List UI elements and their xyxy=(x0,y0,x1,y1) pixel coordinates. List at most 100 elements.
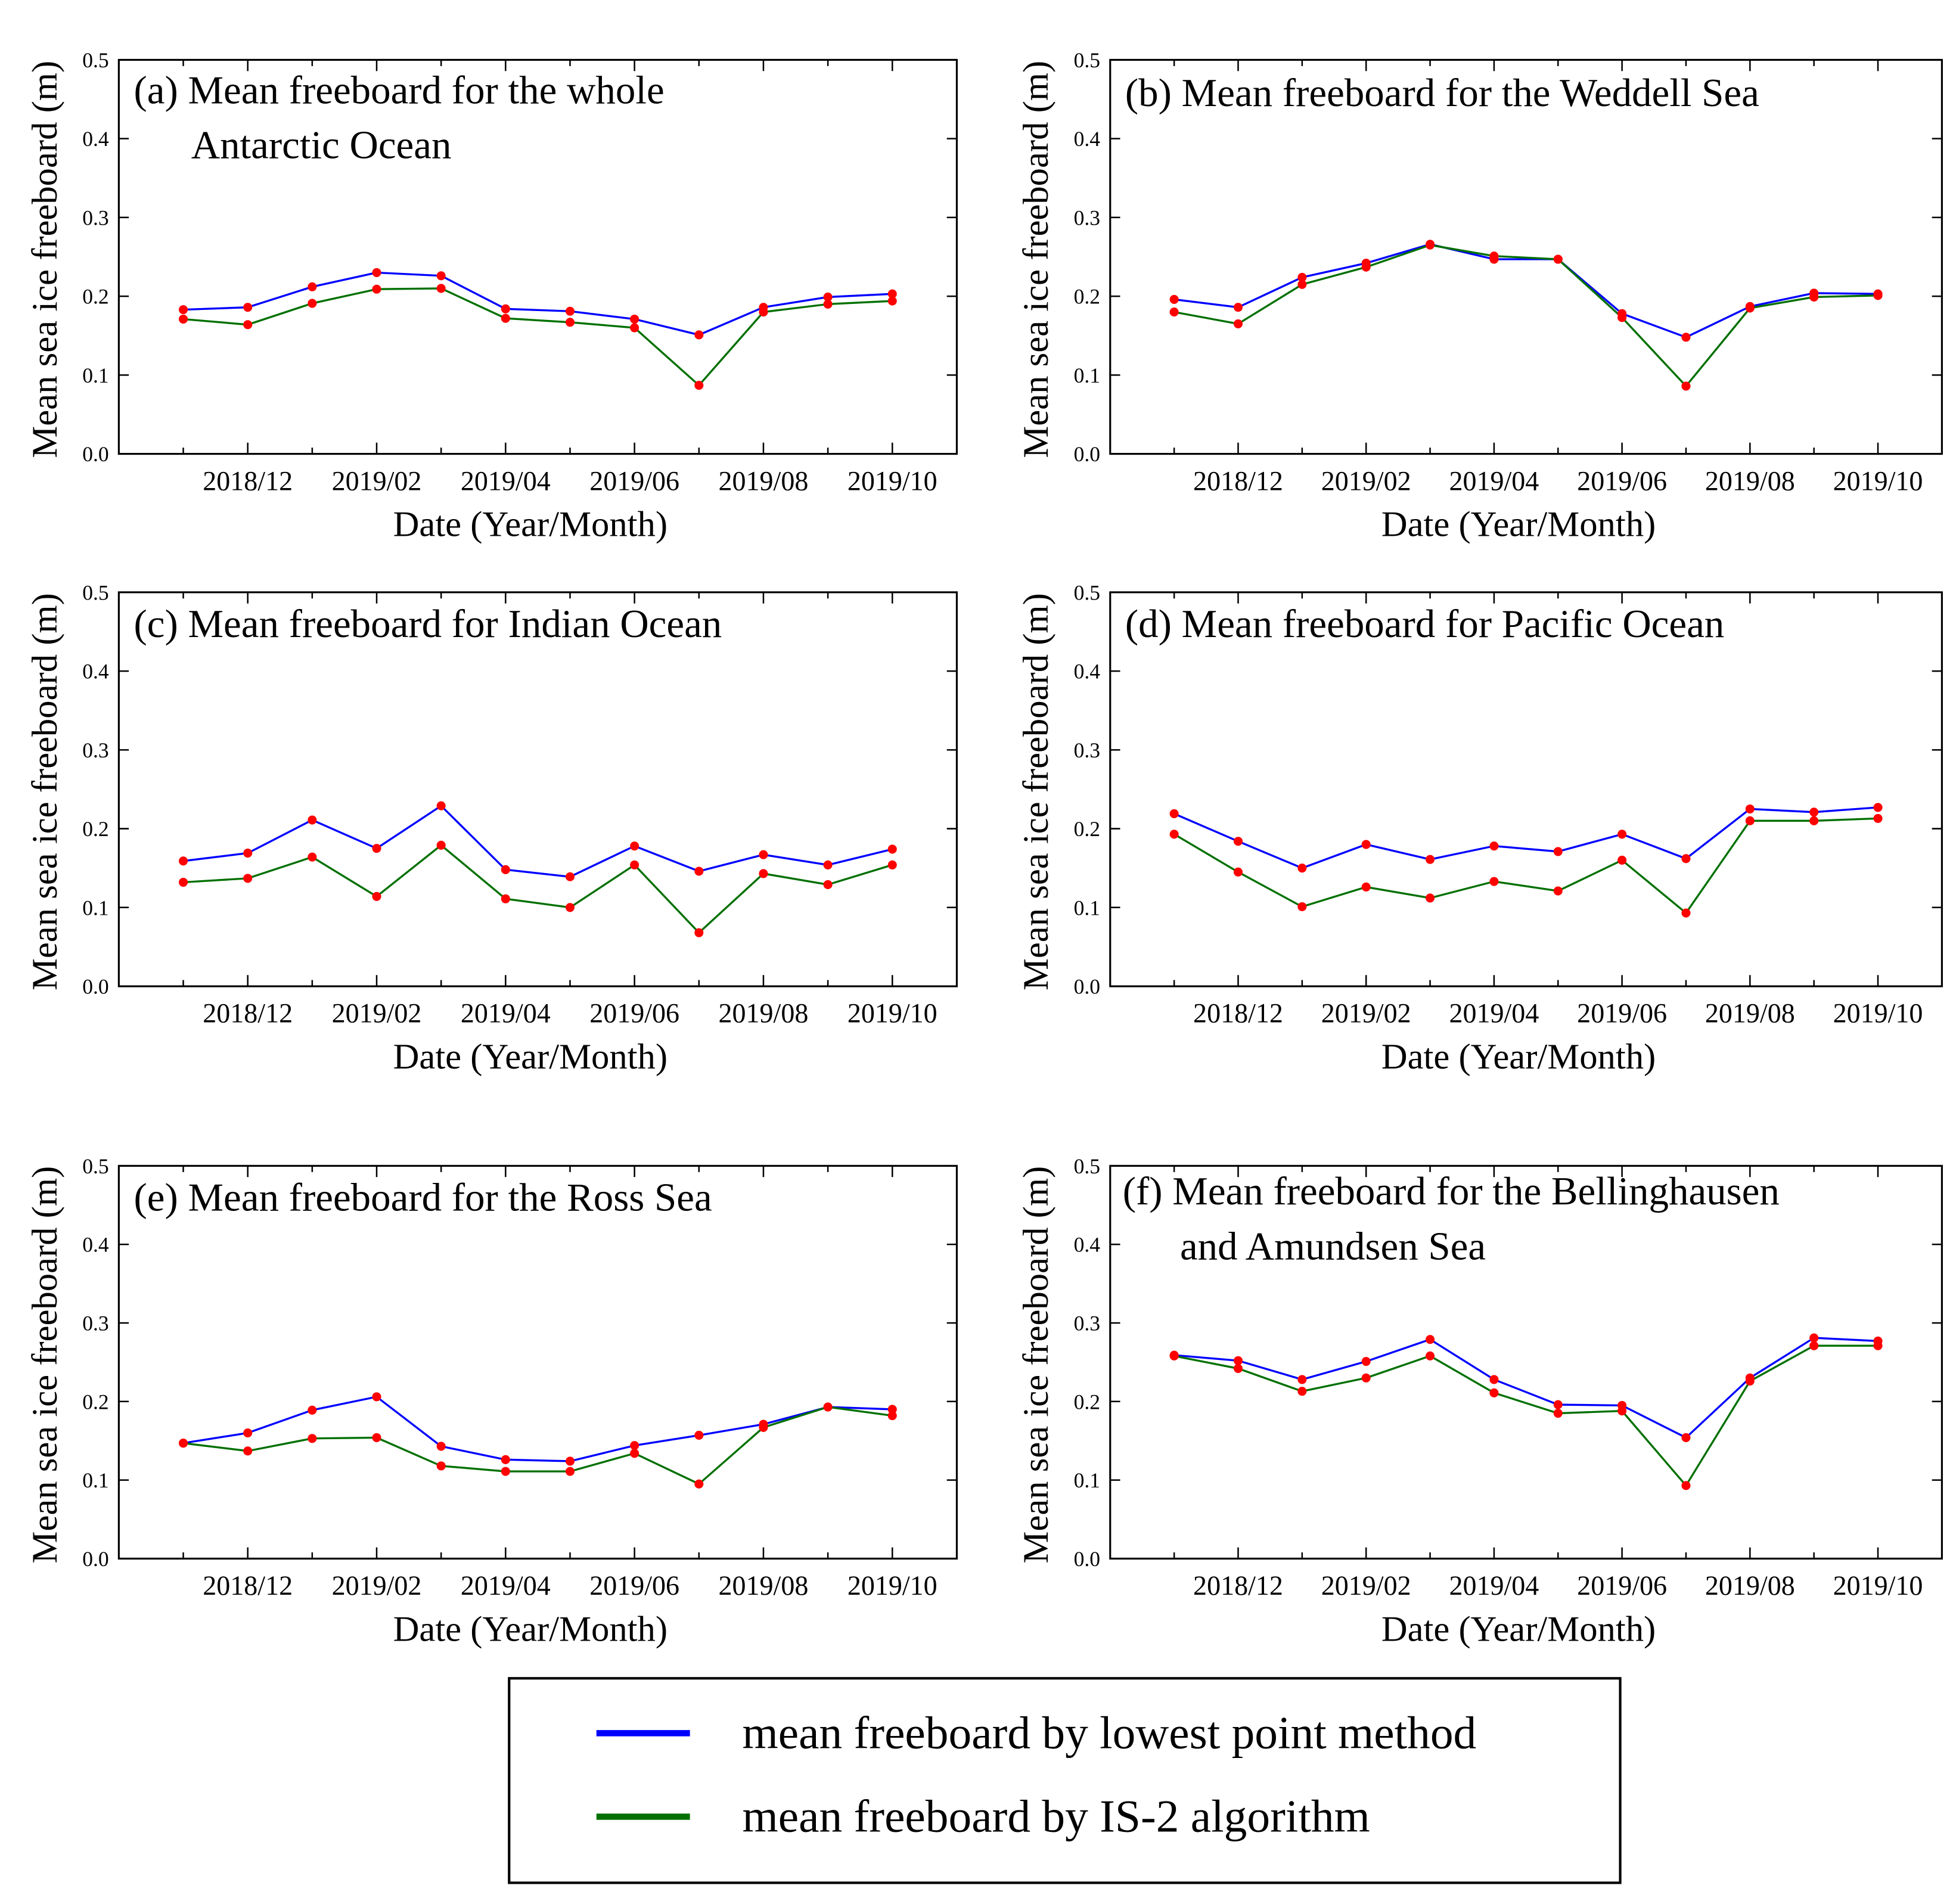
y-tick-label: 0.5 xyxy=(1074,1154,1100,1178)
data-point xyxy=(565,1456,575,1466)
data-point xyxy=(1489,877,1499,886)
data-point xyxy=(630,314,639,324)
series-line xyxy=(1173,1344,1879,1487)
data-point xyxy=(243,1428,253,1438)
x-tick-label: 2019/06 xyxy=(589,1570,679,1601)
y-tick-label: 0.0 xyxy=(1074,975,1100,999)
data-point xyxy=(694,381,704,390)
data-point xyxy=(823,292,833,302)
data-point xyxy=(179,305,188,315)
data-point xyxy=(501,1467,510,1476)
data-point xyxy=(759,850,768,859)
data-point xyxy=(1809,1341,1819,1350)
data-point xyxy=(501,894,510,903)
data-point xyxy=(1361,882,1371,892)
x-tick-label: 2019/08 xyxy=(719,465,809,496)
y-tick-label: 0.0 xyxy=(1074,1547,1100,1571)
x-tick-label: 2019/02 xyxy=(332,1570,422,1601)
data-point xyxy=(565,318,575,327)
data-point xyxy=(887,844,897,854)
data-point xyxy=(630,1441,639,1450)
data-point xyxy=(1809,807,1819,817)
data-point xyxy=(1873,1341,1883,1350)
x-tick-label: 2019/02 xyxy=(332,465,422,496)
data-point xyxy=(694,866,704,876)
x-axis-label: Date (Year/Month) xyxy=(1381,505,1656,545)
x-tick-label: 2018/12 xyxy=(203,1570,293,1601)
y-axis-label: Mean sea ice freeboard (m) xyxy=(1016,61,1056,458)
chart-title: (e) Mean freeboard for the Ross Sea xyxy=(133,1176,712,1220)
series-line xyxy=(183,1396,893,1462)
legend-label: mean freeboard by IS-2 algorithm xyxy=(743,1791,1370,1842)
x-tick-label: 2019/04 xyxy=(1449,1570,1539,1601)
data-point xyxy=(372,268,381,278)
data-point xyxy=(1297,864,1307,873)
data-point xyxy=(1809,292,1819,302)
x-tick-label: 2019/04 xyxy=(461,465,551,496)
data-point xyxy=(501,304,510,313)
data-point xyxy=(1809,1333,1819,1343)
data-point xyxy=(1553,1409,1563,1418)
x-tick-label: 2019/10 xyxy=(847,1570,937,1601)
data-point xyxy=(1361,1357,1371,1366)
data-point xyxy=(694,330,704,340)
data-point xyxy=(759,1422,768,1432)
y-axis-label: Mean sea ice freeboard (m) xyxy=(25,593,65,990)
data-point xyxy=(694,928,704,937)
x-tick-label: 2018/12 xyxy=(1193,998,1283,1029)
y-tick-label: 0.1 xyxy=(1074,364,1100,387)
data-point xyxy=(243,849,253,858)
series-line xyxy=(1173,244,1879,388)
data-point xyxy=(565,903,575,912)
data-point xyxy=(179,1439,188,1448)
x-tick-label: 2019/02 xyxy=(1321,1570,1411,1601)
data-point xyxy=(243,303,253,312)
data-point xyxy=(1169,1351,1179,1361)
plot-frame xyxy=(117,1164,958,1560)
data-point xyxy=(436,284,446,293)
chart-panel: 0.0 0.1 0.2 0.3 0.4 0.5 2018/12 2019/02 2019/04 2… xyxy=(25,48,958,545)
plot-frame xyxy=(1109,591,1943,987)
data-point xyxy=(243,1446,253,1456)
y-tick-label: 0.5 xyxy=(1074,48,1100,72)
series-line xyxy=(183,271,893,336)
data-point xyxy=(308,282,317,291)
y-axis-label: Mean sea ice freeboard (m) xyxy=(1016,593,1056,990)
y-tick-label: 0.2 xyxy=(82,1390,108,1414)
chart-title: (b) Mean freeboard for the Weddell Sea xyxy=(1125,71,1759,115)
data-point xyxy=(1681,1481,1691,1490)
series-line xyxy=(1173,817,1879,915)
series-line xyxy=(1173,243,1879,338)
y-tick-label: 0.4 xyxy=(1074,1233,1101,1257)
y-tick-label: 0.4 xyxy=(1074,660,1101,684)
series-line xyxy=(183,805,893,878)
x-tick-label: 2018/12 xyxy=(1193,1570,1283,1601)
y-tick-label: 0.1 xyxy=(82,364,108,387)
data-point xyxy=(1426,855,1435,864)
data-point xyxy=(501,313,510,323)
data-point xyxy=(1426,1335,1435,1344)
data-point xyxy=(1809,816,1819,825)
data-point xyxy=(436,1461,446,1471)
data-point xyxy=(1745,804,1755,814)
y-tick-label: 0.1 xyxy=(82,1468,108,1492)
x-axis-label: Date (Year/Month) xyxy=(393,1037,667,1077)
y-tick-label: 0.3 xyxy=(1074,738,1100,762)
data-point xyxy=(308,1405,317,1415)
data-point xyxy=(565,1467,575,1476)
data-point xyxy=(887,296,897,306)
y-tick-label: 0.5 xyxy=(82,580,108,604)
x-tick-label: 2019/08 xyxy=(719,1570,809,1601)
data-point xyxy=(1553,1400,1563,1409)
data-point xyxy=(243,320,253,330)
x-tick-label: 2019/02 xyxy=(332,998,422,1029)
data-point xyxy=(372,1433,381,1442)
chart-panel: 0.0 0.1 0.2 0.3 0.4 0.5 2018/12 2019/02 2019/04 2… xyxy=(1016,48,1943,545)
data-point xyxy=(1297,902,1307,912)
x-tick-label: 2019/08 xyxy=(1705,998,1795,1029)
x-tick-label: 2019/08 xyxy=(1705,1570,1795,1601)
data-point xyxy=(1361,1373,1371,1383)
data-point xyxy=(1297,1375,1307,1384)
y-tick-label: 0.3 xyxy=(82,738,108,762)
chart-title: (f) Mean freeboard for the Bellinghausen xyxy=(1123,1169,1780,1213)
